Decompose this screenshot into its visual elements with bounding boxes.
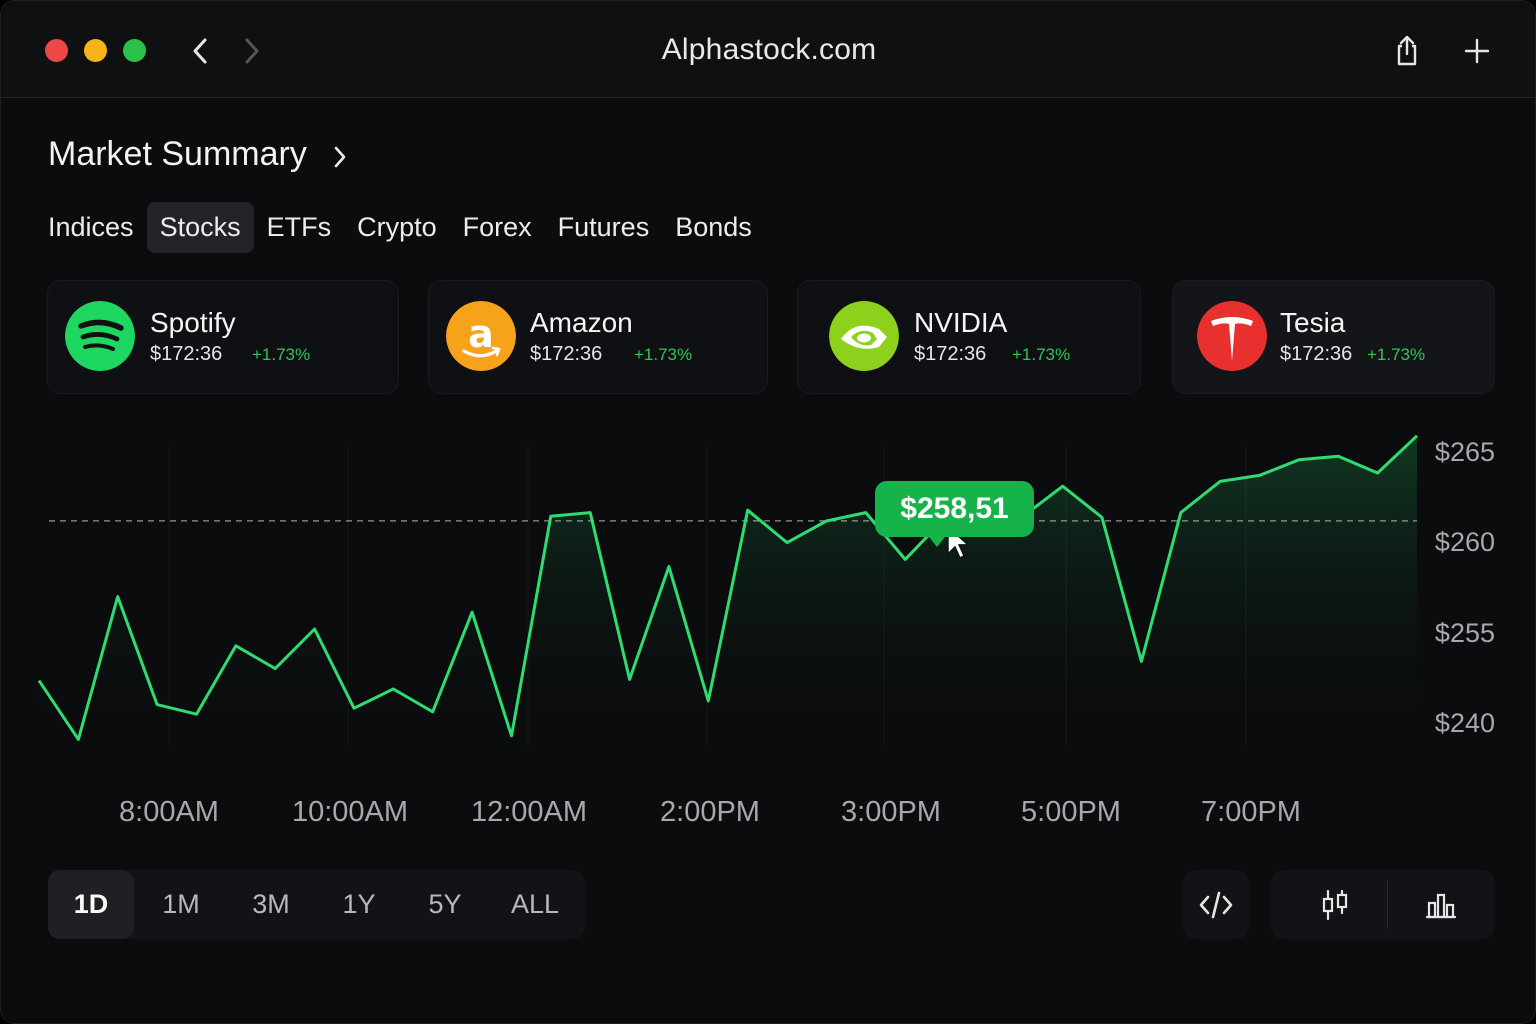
stock-price: $172:36 — [914, 343, 987, 365]
candlestick-chart-button[interactable] — [1279, 870, 1391, 939]
stock-change: +1.73% — [1012, 345, 1071, 364]
tab-etfs[interactable]: ETFs — [266, 212, 332, 242]
zoom-window-button[interactable] — [123, 39, 146, 62]
market-tabs: Indices Stocks ETFs Crypto Forex Futures… — [48, 202, 765, 253]
y-axis-tick-label: $255 — [1435, 618, 1495, 648]
tab-bonds[interactable]: Bonds — [675, 212, 752, 242]
x-axis-tick-label: 5:00PM — [1021, 796, 1121, 828]
range-1m[interactable]: 1M — [162, 889, 200, 919]
x-axis-tick-label: 10:00AM — [292, 796, 408, 828]
share-icon — [1397, 35, 1417, 66]
stock-price: $172:36 — [150, 343, 223, 365]
x-axis-tick-label: 3:00PM — [841, 796, 941, 828]
amazon-logo-icon: a — [446, 301, 516, 371]
svg-text:a: a — [468, 312, 494, 356]
stock-name: NVIDIA — [914, 307, 1008, 338]
back-button[interactable] — [183, 33, 219, 69]
stock-price: $172:36 — [530, 343, 603, 365]
close-window-button[interactable] — [45, 39, 68, 62]
range-all[interactable]: ALL — [510, 889, 560, 919]
tesla-logo-icon — [1197, 301, 1267, 371]
spotify-logo-icon — [65, 301, 135, 371]
stock-card-nvidia[interactable]: NVIDIA $172:36 +1.73% — [797, 280, 1141, 394]
nvidia-logo-icon — [829, 301, 899, 371]
stock-name: Amazon — [530, 307, 633, 338]
plus-icon — [1464, 38, 1490, 64]
chevron-right-icon — [245, 38, 259, 64]
bar-chart-button[interactable] — [1385, 870, 1497, 939]
tab-crypto[interactable]: Crypto — [357, 212, 437, 242]
market-summary-link[interactable]: Market Summary — [48, 135, 347, 174]
stock-change: +1.73% — [634, 345, 693, 364]
y-axis-tick-label: $240 — [1435, 708, 1495, 738]
candlestick-icon — [1322, 889, 1348, 920]
x-axis-tick-label: 8:00AM — [119, 796, 219, 828]
tab-stocks[interactable]: Stocks — [146, 202, 254, 253]
range-1d[interactable]: 1D — [48, 870, 134, 939]
forward-button[interactable] — [233, 33, 269, 69]
stock-name: Tesia — [1280, 307, 1346, 338]
y-axis-tick-label: $260 — [1435, 527, 1495, 557]
embed-button[interactable] — [1183, 870, 1249, 939]
share-button[interactable] — [1387, 31, 1427, 71]
x-axis-tick-label: 7:00PM — [1201, 796, 1301, 828]
stock-card-spotify[interactable]: Spotify $172:36 +1.73% — [47, 280, 399, 394]
bar-chart-icon — [1425, 893, 1457, 918]
time-range-selector: 1D 1M 3M 1Y 5Y ALL — [48, 870, 585, 939]
url-field[interactable]: Alphastock.com — [661, 33, 877, 66]
stock-change: +1.73% — [1367, 345, 1426, 364]
price-area — [39, 435, 1417, 746]
stock-name: Spotify — [150, 307, 236, 338]
stock-card-tesla[interactable]: Tesia $172:36 +1.73% — [1172, 280, 1495, 394]
page-title: Market Summary — [48, 135, 307, 173]
price-chart-svg: 8:00AM 10:00AM 12:00AM 2:00PM 3:00PM 5:00PM 7:… — [37, 434, 1495, 828]
new-tab-button[interactable] — [1457, 31, 1497, 71]
range-5y[interactable]: 5Y — [428, 889, 462, 919]
stock-change: +1.73% — [252, 345, 311, 364]
x-axis-tick-label: 12:00AM — [471, 796, 587, 828]
minimize-window-button[interactable] — [84, 39, 107, 62]
price-chart[interactable]: 8:00AM 10:00AM 12:00AM 2:00PM 3:00PM 5:00PM 7:… — [1, 401, 1535, 841]
range-1y[interactable]: 1Y — [342, 889, 376, 919]
range-3m[interactable]: 3M — [252, 889, 290, 919]
chart-type-selector — [1271, 870, 1495, 939]
x-axis-tick-label: 2:00PM — [660, 796, 760, 828]
divider — [1387, 880, 1388, 929]
price-tooltip: $258,51 — [875, 481, 1034, 547]
chevron-right-icon — [334, 146, 346, 167]
tab-indices[interactable]: Indices — [48, 212, 134, 242]
tab-futures[interactable]: Futures — [557, 212, 650, 242]
stock-card-amazon[interactable]: a Amazon $172:36 +1.73% — [428, 280, 768, 394]
code-icon — [1199, 891, 1233, 918]
chevron-left-icon — [193, 38, 207, 64]
stock-price: $172:36 — [1280, 343, 1353, 365]
title-bar: Alphastock.com — [1, 1, 1535, 98]
y-axis-tick-label: $265 — [1435, 437, 1495, 467]
tab-forex[interactable]: Forex — [462, 212, 532, 242]
price-line — [37, 434, 1419, 741]
